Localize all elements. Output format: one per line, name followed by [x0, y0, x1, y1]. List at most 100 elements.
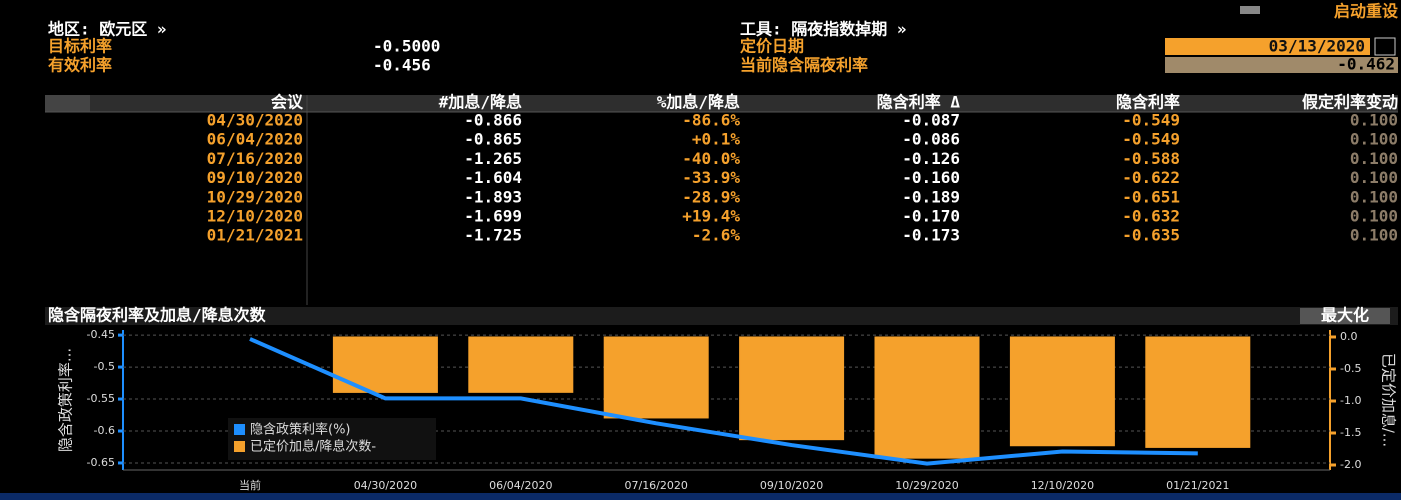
bar [603, 336, 709, 419]
table-cell: 0.100 [1350, 149, 1398, 168]
calendar-button[interactable] [1374, 37, 1396, 56]
x-tick-label: 04/30/2020 [354, 479, 417, 492]
table-cell: -33.9% [682, 168, 740, 187]
y2-tick-label: 0.0 [1340, 330, 1358, 343]
table-cell: +0.1% [692, 130, 741, 149]
x-tick-label: 10/29/2020 [895, 479, 958, 492]
table-cell: -86.6% [682, 111, 740, 130]
y2-tick-label: -2.0 [1340, 458, 1361, 471]
x-tick-label: 01/21/2021 [1166, 479, 1229, 492]
x-tick-label: 06/04/2020 [489, 479, 552, 492]
table-header [45, 95, 1398, 112]
table-cell: -0.087 [902, 111, 960, 130]
bar [1145, 336, 1251, 448]
table-cell: -0.160 [902, 168, 960, 187]
y2-tick-label: -0.5 [1340, 362, 1361, 375]
y-tick-label: -0.6 [94, 424, 115, 437]
x-tick-label: 09/10/2020 [760, 479, 823, 492]
x-tick-label: 当前 [239, 478, 261, 492]
legend-label: 隐含政策利率(%) [250, 422, 351, 438]
table-cell: -0.170 [902, 207, 960, 226]
column-header: #加息/降息 [439, 93, 522, 112]
field-label: 定价日期 [739, 37, 804, 56]
table-cell: -1.893 [464, 187, 522, 206]
table-cell: -1.604 [464, 168, 522, 187]
y-tick-label: -0.65 [87, 456, 115, 469]
reset-icon [1240, 6, 1260, 14]
table-cell: -0.549 [1122, 130, 1180, 149]
y-tick-label: -0.55 [87, 392, 115, 405]
table-cell: -0.126 [902, 149, 960, 168]
y2-axis-title: 已定价加息/... [1380, 353, 1398, 447]
table-cell: -0.086 [902, 130, 960, 149]
field-label: 目标利率 [48, 37, 112, 56]
reset-button[interactable]: 启动重设 [1334, 2, 1399, 21]
field-value: -0.462 [1337, 55, 1395, 74]
field-value: -0.5000 [373, 37, 440, 56]
table-cell: -0.651 [1122, 187, 1180, 206]
field-value[interactable]: 03/13/2020 [1269, 37, 1365, 56]
table-cell: -1.265 [464, 149, 522, 168]
y2-tick-label: -1.0 [1340, 394, 1361, 407]
bar [874, 336, 980, 459]
table-cell: 0.100 [1350, 130, 1398, 149]
table-cell: -0.173 [902, 226, 960, 245]
table-cell: 0.100 [1350, 111, 1398, 130]
table-cell: -2.6% [692, 226, 741, 245]
table-cell: 0.100 [1350, 207, 1398, 226]
table-cell: -0.865 [464, 130, 522, 149]
date-input[interactable] [1165, 38, 1370, 55]
bottom-strip [0, 493, 1401, 500]
table-cell: 0.100 [1350, 187, 1398, 206]
table-cell: -0.588 [1122, 149, 1180, 168]
bar [739, 336, 845, 441]
table-cell: -0.622 [1122, 168, 1180, 187]
x-tick-label: 12/10/2020 [1031, 479, 1094, 492]
table-cell: 07/16/2020 [207, 149, 303, 168]
field-label: 当前隐含隔夜利率 [740, 56, 868, 75]
value-box [1165, 57, 1398, 73]
column-header: %加息/降息 [657, 93, 740, 112]
table-cell: 01/21/2021 [207, 226, 303, 245]
maximize-button[interactable] [1300, 308, 1390, 324]
line [249, 337, 1198, 466]
table-cell: -0.549 [1122, 111, 1180, 130]
instrument-selector[interactable]: 工具: 隔夜指数掉期 » [740, 20, 907, 39]
legend-label: 已定价加息/降息次数- [250, 439, 376, 455]
table-cell: -40.0% [682, 149, 740, 168]
maximize-label[interactable]: 最大化 [1321, 306, 1369, 325]
y-tick-label: -0.45 [87, 328, 115, 341]
legend-swatch [234, 441, 245, 452]
table-cell: 0.100 [1350, 226, 1398, 245]
legend-box [228, 418, 436, 460]
table-cell: 09/10/2020 [207, 168, 303, 187]
column-header: 隐含利率 Δ [877, 93, 961, 112]
table-cell: 10/29/2020 [207, 187, 303, 206]
table-cell: 0.100 [1350, 168, 1398, 187]
y2-tick-label: -1.5 [1340, 426, 1361, 439]
table-cell: -0.866 [464, 111, 522, 130]
table-cell: -1.725 [464, 226, 522, 245]
table-cell: 06/04/2020 [207, 130, 303, 149]
chart-title-bar [45, 307, 1398, 325]
legend: 隐含政策利率(%)已定价加息/降息次数- [228, 418, 436, 460]
table-cell: -0.189 [902, 187, 960, 206]
table-cell: -28.9% [682, 187, 740, 206]
field-label: 有效利率 [48, 56, 112, 75]
table-cell: -0.635 [1122, 226, 1180, 245]
y-axis-title: 隐含政策利率... [57, 348, 75, 452]
y-tick-label: -0.5 [94, 360, 115, 373]
bar [468, 336, 574, 393]
table-cell: -1.699 [464, 207, 522, 226]
legend-swatch [234, 424, 245, 435]
x-tick-label: 07/16/2020 [624, 479, 687, 492]
column-header: 假定利率变动 [1302, 93, 1398, 112]
column-header: 会议 [271, 93, 304, 112]
table-cell: -0.632 [1122, 207, 1180, 226]
table-cell: 04/30/2020 [207, 111, 303, 130]
region-selector[interactable]: 地区: 欧元区 » [48, 20, 167, 39]
table-cell: 12/10/2020 [207, 207, 303, 226]
table-cell: +19.4% [682, 207, 740, 226]
